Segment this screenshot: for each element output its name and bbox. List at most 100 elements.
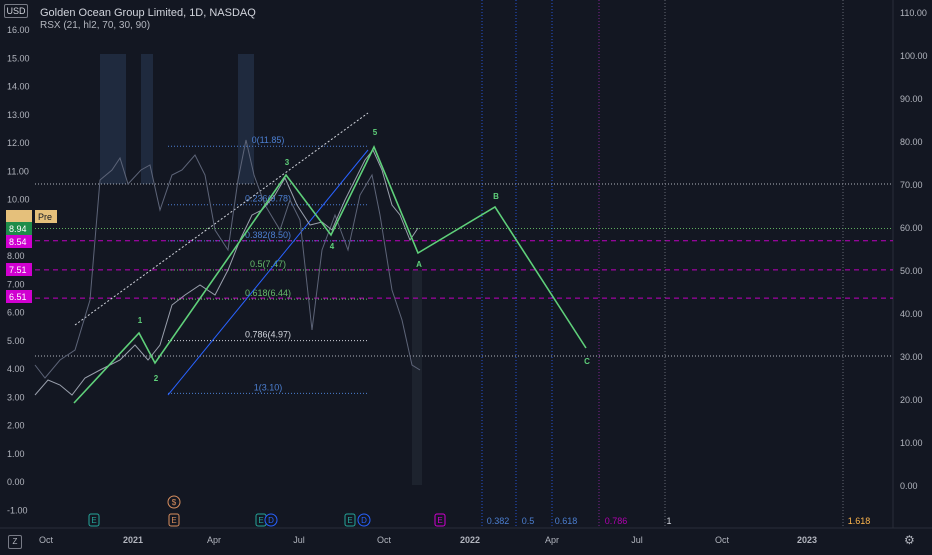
time-tick-label: Oct [715, 535, 730, 545]
time-fib-label: 1.618 [848, 516, 871, 526]
fib-label: 1(3.10) [254, 382, 283, 392]
price-tick-label: 11.00 [7, 166, 29, 176]
rsx-tick-label: 80.00 [900, 137, 923, 147]
rsx-tick-label: 110.00 [900, 8, 927, 18]
upper-channel-line [74, 112, 369, 326]
event-marker-label: D [361, 516, 367, 525]
split-marker [264, 513, 278, 527]
price-badge-text: 8.94 [9, 224, 27, 234]
rsx-tick-label: 40.00 [900, 309, 923, 319]
rsx-tick-label: 70.00 [900, 180, 923, 190]
time-tick-label: 2022 [460, 535, 480, 545]
dividend-marker [167, 495, 181, 509]
earnings-marker [88, 513, 100, 527]
wave-label: C [584, 357, 590, 366]
symbol-title: Golden Ocean Group Limited, 1D, NASDAQ [40, 7, 256, 19]
price-badge-text: Pre [38, 212, 52, 222]
earnings-marker [168, 513, 180, 527]
rsx-tick-label: 30.00 [900, 352, 923, 362]
time-fib-label: 0.5 [522, 516, 535, 526]
price-tick-label: 14.00 [7, 82, 30, 92]
indicator-legend: RSX (21, hl2, 70, 30, 90) [40, 20, 151, 31]
earnings-marker [344, 513, 356, 527]
rsx-overbought-zone [141, 54, 153, 184]
price-badge-text: 8.54 [9, 237, 27, 247]
fib-label: 0.618(6.44) [245, 288, 291, 298]
rsx-overbought-zone [238, 54, 254, 184]
rsx-tick-label: 50.00 [900, 266, 923, 276]
fib-label: 0(11.85) [252, 135, 285, 145]
price-tick-label: 7.00 [7, 279, 25, 289]
time-tick-label: 2021 [123, 535, 143, 545]
currency-badge[interactable]: USD [4, 4, 28, 18]
wave-label: B [493, 192, 499, 201]
price-tick-label: 16.00 [7, 25, 30, 35]
time-fib-label: 1 [666, 516, 671, 526]
lower-channel-line [167, 149, 369, 396]
price-tick-label: 13.00 [7, 110, 30, 120]
earnings-marker [434, 513, 446, 527]
event-marker-label: D [268, 516, 274, 525]
wave-label: 1 [138, 316, 143, 325]
price-badge [6, 222, 32, 235]
price-tick-label: 15.00 [7, 53, 30, 63]
fib-label: 0.382(8.50) [245, 230, 291, 240]
event-marker-label: E [347, 516, 352, 525]
rsx-tick-label: 100.00 [900, 51, 928, 61]
event-marker-label: E [91, 516, 96, 525]
time-fib-label: 0.786 [605, 516, 628, 526]
price-tick-label: 2.00 [7, 421, 25, 431]
time-tick-label: Jul [293, 535, 305, 545]
fib-label: 0.5(7.47) [250, 259, 286, 269]
rsx-tick-label: 10.00 [900, 438, 923, 448]
price-badge-text: 6.51 [9, 292, 27, 302]
split-marker [357, 513, 371, 527]
time-fib-label: 0.618 [555, 516, 578, 526]
rsx-oversold-zone [412, 270, 422, 485]
rsx-tick-label: 90.00 [900, 94, 923, 104]
price-tick-label: 5.00 [7, 336, 25, 346]
price-tick-label: 6.00 [7, 308, 25, 318]
event-marker-label: E [258, 516, 263, 525]
time-tick-label: Jul [631, 535, 643, 545]
time-tick-label: Oct [377, 535, 392, 545]
rsx-tick-label: 60.00 [900, 223, 923, 233]
price-badge [6, 290, 32, 303]
price-badge-bg [6, 210, 32, 223]
elliott-wave-path [73, 145, 587, 404]
fib-label: 0.236(9.78) [245, 194, 291, 204]
price-tick-label: 1.00 [7, 449, 25, 459]
wave-label: 2 [154, 374, 159, 383]
time-fib-label: 0.382 [487, 516, 510, 526]
time-tick-label: Apr [207, 535, 221, 545]
price-tick-label: 3.00 [7, 392, 25, 402]
price-badge [35, 210, 57, 223]
rsx-tick-label: 0.00 [900, 481, 918, 491]
wave-label: 4 [330, 242, 335, 251]
price-badge [6, 263, 32, 276]
price-badge-text: 7.51 [9, 265, 27, 275]
price-tick-label: 4.00 [7, 364, 25, 374]
time-tick-label: Apr [545, 535, 559, 545]
zoom-icon[interactable]: Z [8, 535, 22, 549]
price-tick-label: 0.00 [7, 477, 25, 487]
gear-icon[interactable]: ⚙ [904, 533, 915, 547]
price-tick-label: 10.00 [7, 195, 30, 205]
price-badge [6, 235, 32, 248]
event-marker-label: E [171, 516, 176, 525]
price-tick-label: 12.00 [7, 138, 30, 148]
event-marker-label: E [437, 516, 442, 525]
wave-label: 5 [373, 128, 378, 137]
rsx-tick-label: 20.00 [900, 395, 923, 405]
rsx-line [34, 139, 421, 379]
wave-label: 3 [285, 158, 290, 167]
time-tick-label: Oct [39, 535, 54, 545]
fib-label: 0.786(4.97) [245, 330, 291, 340]
price-tick-label: -1.00 [7, 505, 28, 515]
wave-label: A [416, 260, 422, 269]
time-tick-label: 2023 [797, 535, 817, 545]
price-tick-label: 8.00 [7, 251, 25, 261]
event-marker-label: $ [172, 498, 177, 507]
